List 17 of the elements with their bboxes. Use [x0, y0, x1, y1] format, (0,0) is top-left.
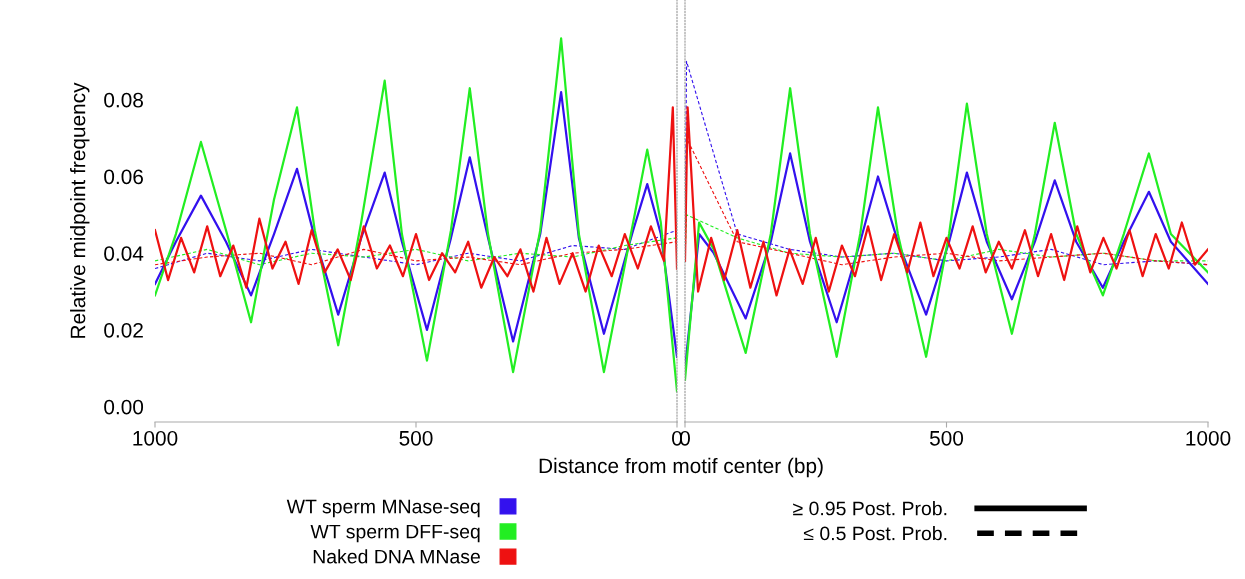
y-tick-label: 0.02: [104, 322, 143, 338]
legend-label: Naked DNA MNase: [313, 549, 480, 564]
x-tick-label: 500: [399, 430, 433, 446]
legend-label: WT sperm MNase-seq: [286, 499, 480, 518]
y-axis-title: Relative midpoint frequency: [70, 82, 90, 338]
x-tick-label: 1000: [133, 430, 178, 446]
y-tick-label: 0.06: [104, 169, 143, 185]
legend-label: WT sperm DFF-seq: [310, 524, 480, 543]
x-tick-label: 1000: [1186, 430, 1231, 446]
text: ≥ 0.95 Post. Prob.: [793, 501, 947, 516]
y-tick-label: 0.04: [104, 246, 144, 261]
x-tick-label: 500: [929, 430, 964, 446]
y-tick-label: 0.00: [104, 399, 144, 415]
line-series: [155, 106, 677, 293]
x-axis-title: Distance from motif center (bp): [539, 457, 823, 478]
y-tick-label: 0.08: [104, 92, 143, 108]
text: ≤ 0.5 Post. Prob.: [803, 526, 947, 541]
